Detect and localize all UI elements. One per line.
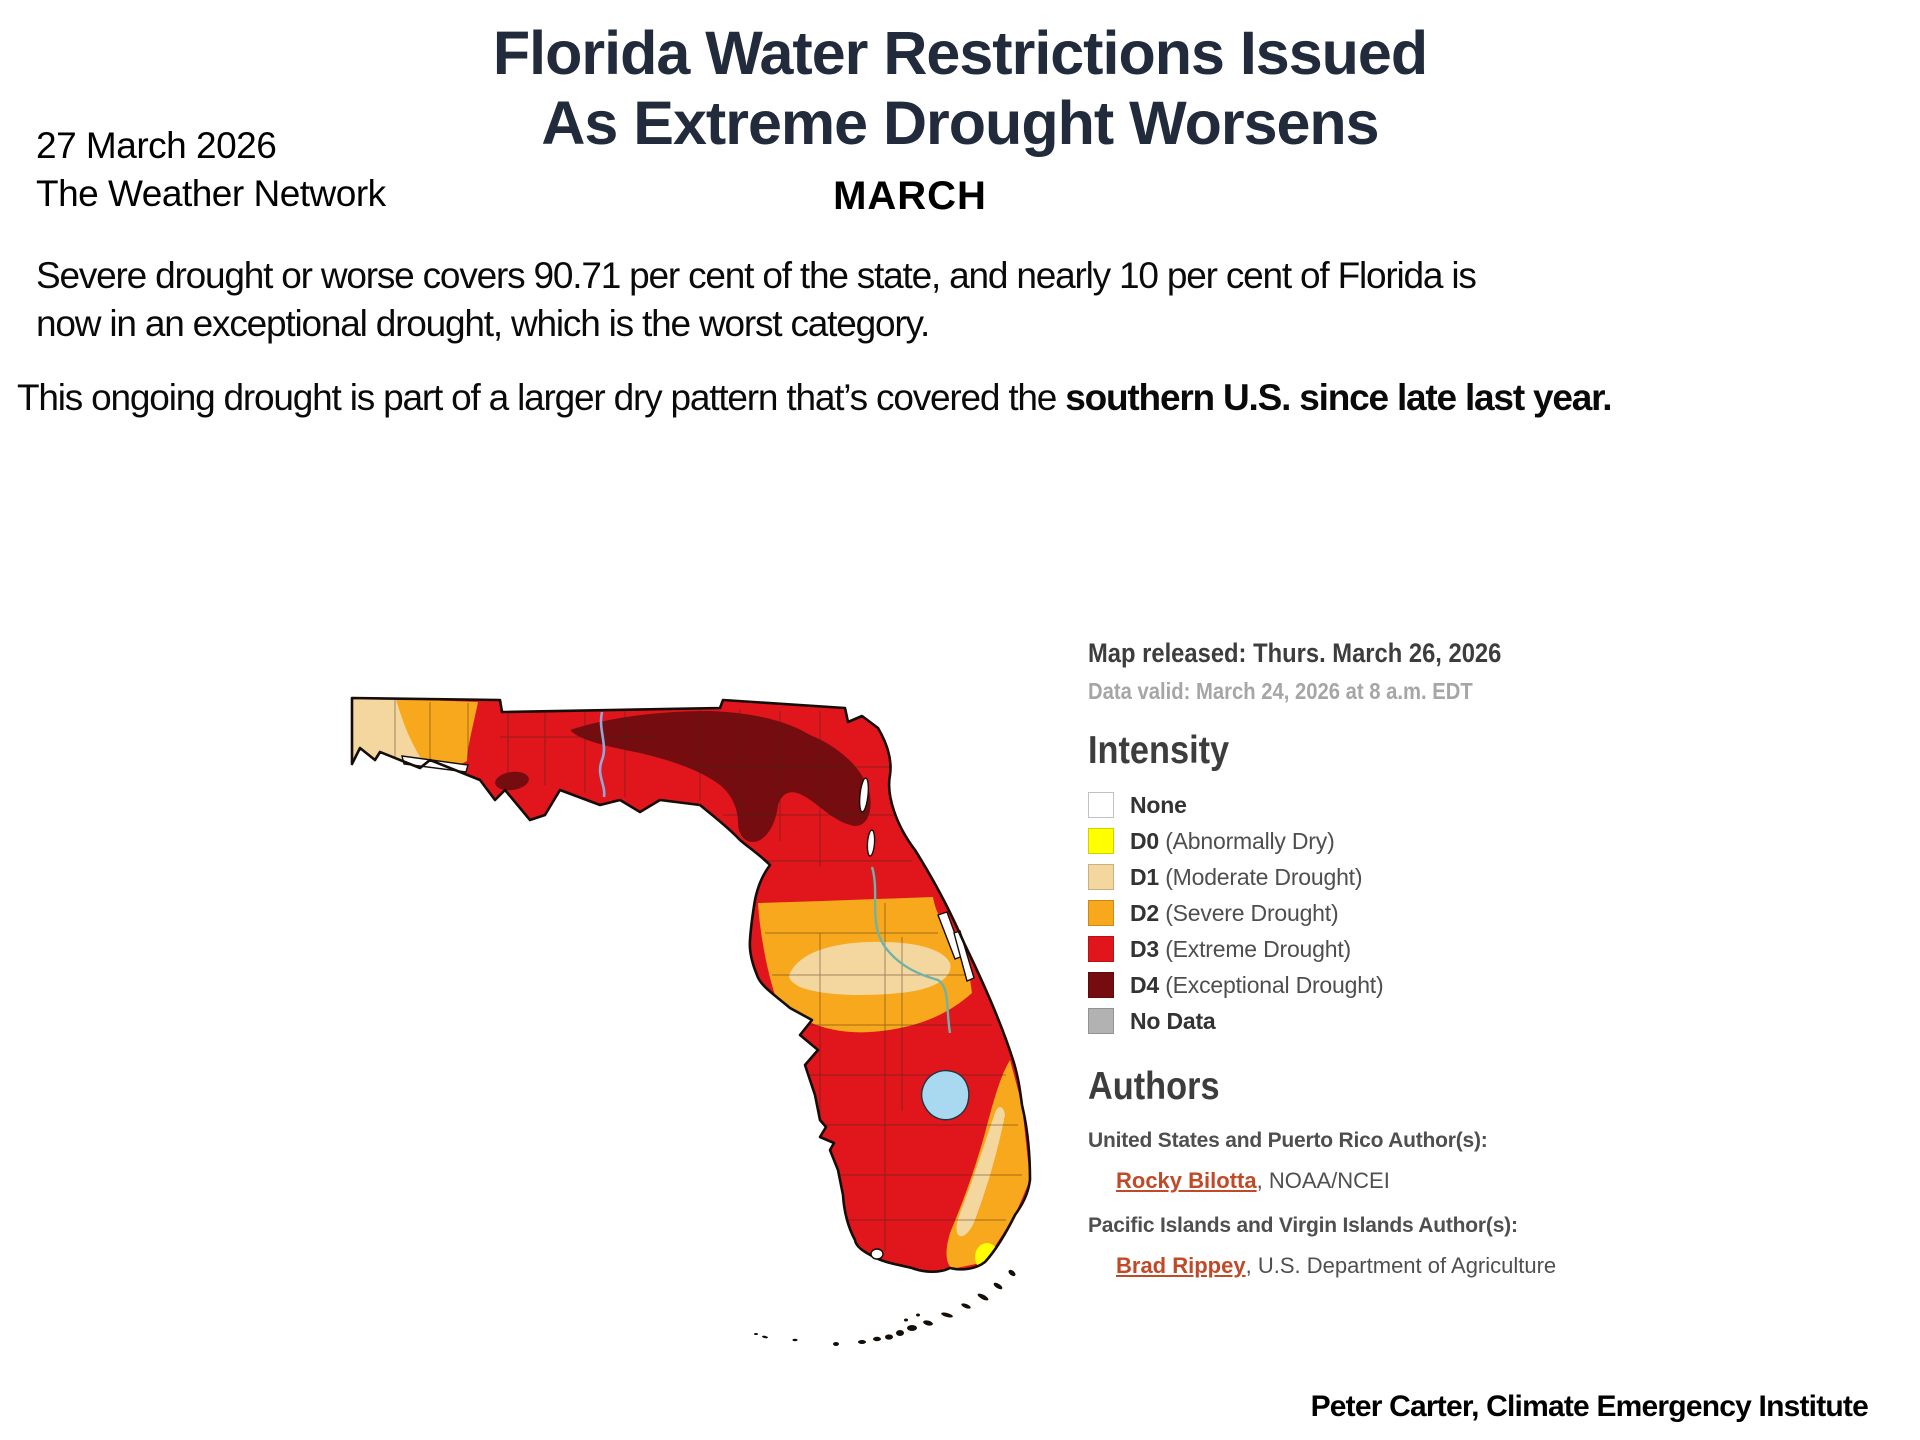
- authors-heading: Authors: [1088, 1065, 1220, 1108]
- attribution-text: Peter Carter, Climate Emergency Institut…: [1310, 1390, 1869, 1423]
- legend-label: No Data: [1130, 1007, 1216, 1034]
- paragraph-drought-stats: Severe drought or worse covers 90.71 per…: [36, 255, 1477, 344]
- legend-row-d4: D4 (Exceptional Drought): [1088, 967, 1688, 1003]
- author-link-brad-rippey[interactable]: Brad Rippey: [1116, 1253, 1246, 1278]
- legend-row-no-data: No Data: [1088, 1003, 1688, 1039]
- legend-swatch: [1088, 828, 1114, 854]
- legend-label: D1 (Moderate Drought): [1130, 863, 1363, 890]
- legend-label: D3 (Extreme Drought): [1130, 935, 1351, 962]
- authors-list: United States and Puerto Rico Author(s):…: [1088, 1129, 1688, 1279]
- page-title-line2: As Extreme Drought Worsens: [541, 89, 1379, 157]
- whitewater-bay: [870, 1248, 884, 1260]
- article-source: The Weather Network: [36, 173, 386, 214]
- paragraph-dry-pattern-bold: southern U.S. since late last year.: [1065, 377, 1612, 418]
- data-valid-text: Data valid: March 24, 2026 at 8 a.m. EDT: [1088, 678, 1473, 704]
- lake-okeechobee: [921, 1069, 970, 1121]
- legend-row-d0: D0 (Abnormally Dry): [1088, 823, 1688, 859]
- date-source-block: 27 March 2026 The Weather Network: [36, 122, 386, 218]
- map-released-text: Map released: Thurs. March 26, 2026: [1088, 638, 1502, 668]
- county-lines: [394, 700, 1022, 1251]
- author-region-label: United States and Puerto Rico Author(s):: [1088, 1129, 1488, 1152]
- legend-row-d2: D2 (Severe Drought): [1088, 895, 1688, 931]
- legend-swatch: [1088, 792, 1114, 818]
- legend-label: None: [1130, 791, 1187, 818]
- map-info-panel: Map released: Thurs. March 26, 2026 Data…: [1088, 638, 1688, 1279]
- article-date: 27 March 2026: [36, 125, 277, 166]
- florida-map-svg: [350, 696, 1032, 1346]
- st-johns-river: [870, 866, 952, 1034]
- paragraph-dry-pattern-regular: This ongoing drought is part of a larger…: [17, 377, 1066, 418]
- author-affiliation: , U.S. Department of Agriculture: [1245, 1253, 1557, 1278]
- author-block: Pacific Islands and Virgin Islands Autho…: [1088, 1214, 1688, 1279]
- intensity-heading: Intensity: [1088, 729, 1230, 772]
- page-title-line1: Florida Water Restrictions Issued: [492, 19, 1428, 87]
- author-name-line: Rocky Bilotta, NOAA/NCEI: [1116, 1168, 1688, 1194]
- legend-label: D4 (Exceptional Drought): [1130, 971, 1384, 998]
- legend-row-d1: D1 (Moderate Drought): [1088, 859, 1688, 895]
- legend-swatch: [1088, 900, 1114, 926]
- florida-drought-map: [340, 675, 1100, 1375]
- author-block: United States and Puerto Rico Author(s):…: [1088, 1129, 1688, 1194]
- intensity-legend: None D0 (Abnormally Dry) D1 (Moderate Drou…: [1088, 787, 1688, 1039]
- region-d1-southeast-sliver: [956, 1107, 1005, 1237]
- legend-row-d3: D3 (Extreme Drought): [1088, 931, 1688, 967]
- st-johns-marsh-lake-2: [866, 829, 876, 857]
- headline-block: Florida Water Restrictions Issued As Ext…: [330, 18, 1590, 219]
- st-johns-marsh-lake: [858, 777, 870, 813]
- region-d4-north: [570, 711, 871, 843]
- legend-label: D0 (Abnormally Dry): [1130, 827, 1335, 854]
- legend-swatch: [1088, 864, 1114, 890]
- region-d4-small-blob: [495, 771, 529, 791]
- legend-label: D2 (Severe Drought): [1130, 899, 1339, 926]
- legend-swatch: [1088, 1008, 1114, 1034]
- author-affiliation: , NOAA/NCEI: [1256, 1168, 1390, 1193]
- florida-keys: [754, 1269, 1016, 1346]
- legend-swatch: [1088, 936, 1114, 962]
- paragraph-dry-pattern: This ongoing drought is part of a larger…: [17, 374, 1627, 422]
- month-label: MARCH: [833, 174, 987, 218]
- legend-row-none: None: [1088, 787, 1688, 823]
- region-d2-panhandle: [396, 699, 478, 777]
- author-name-line: Brad Rippey, U.S. Department of Agricult…: [1116, 1253, 1688, 1279]
- author-link-rocky-bilotta[interactable]: Rocky Bilotta: [1116, 1168, 1257, 1193]
- legend-swatch: [1088, 972, 1114, 998]
- author-region-label: Pacific Islands and Virgin Islands Autho…: [1088, 1214, 1518, 1237]
- region-d1-central: [789, 941, 951, 995]
- apalachicola-river: [598, 711, 606, 798]
